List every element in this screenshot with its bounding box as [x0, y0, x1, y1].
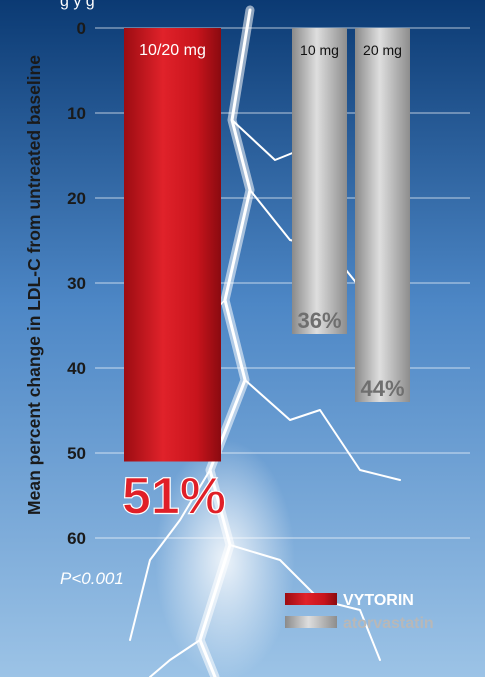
legend-swatch-vytorin	[285, 593, 337, 605]
bar-category-label: 10/20 mg	[139, 42, 206, 59]
bar-labels: 10/20 mg 51% 10 mg 36% 20 mg 44%	[121, 42, 404, 526]
bar-category-label: 20 mg	[363, 42, 402, 58]
y-axis-label: Mean percent change in LDL-C from untrea…	[24, 55, 44, 515]
legend-swatch-atorvastatin	[285, 616, 337, 628]
p-value-annotation: P<0.001	[60, 569, 124, 588]
legend-label-vytorin: VYTORIN	[343, 592, 414, 609]
bar-category-label: 10 mg	[300, 42, 339, 58]
y-tick-label: 10	[67, 104, 86, 123]
bar-atorvastatin	[355, 28, 410, 402]
y-tick-label: 50	[67, 444, 86, 463]
header-fragment: g y g	[60, 0, 95, 10]
legend: VYTORIN atorvastatin	[285, 592, 434, 632]
y-axis-ticks: 0 10 20 30 40 50 60	[67, 19, 86, 548]
bar-value-label-atorvastatin: 44%	[360, 376, 404, 401]
bar-vytorin	[124, 28, 221, 462]
y-tick-label: 0	[77, 19, 86, 38]
y-tick-label: 30	[67, 274, 86, 293]
bar-atorvastatin	[292, 28, 347, 334]
bar-value-label-atorvastatin: 36%	[297, 308, 341, 333]
legend-label-atorvastatin: atorvastatin	[343, 615, 434, 632]
y-tick-label: 60	[67, 529, 86, 548]
bar-value-label-vytorin: 51%	[122, 468, 226, 526]
bars	[124, 28, 410, 462]
y-tick-label: 40	[67, 359, 86, 378]
y-tick-label: 20	[67, 189, 86, 208]
lightning-decoration	[129, 5, 401, 677]
